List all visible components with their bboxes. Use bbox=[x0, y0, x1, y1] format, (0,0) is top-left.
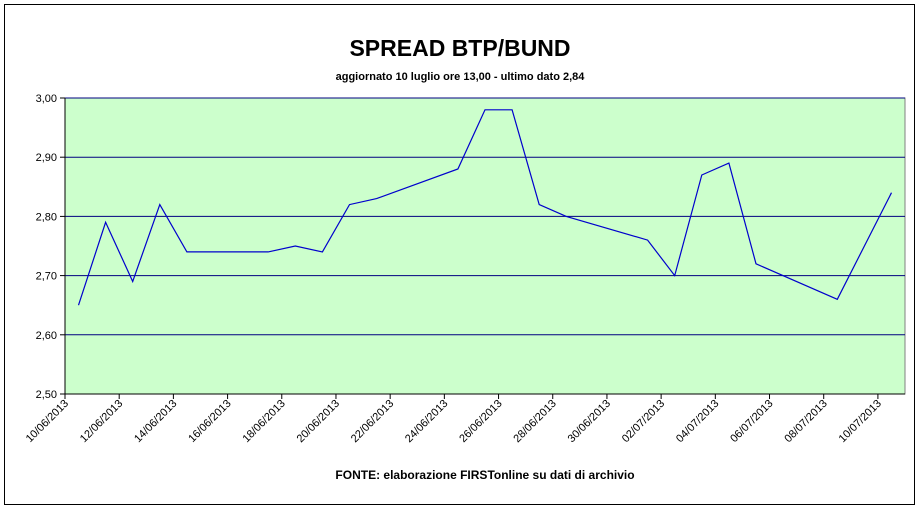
chart-title: SPREAD BTP/BUND bbox=[349, 35, 570, 61]
y-tick-label: 2,80 bbox=[36, 211, 57, 223]
y-tick-label: 2,60 bbox=[36, 330, 57, 342]
y-tick-label: 2,70 bbox=[36, 271, 57, 283]
chart-subtitle: aggiornato 10 luglio ore 13,00 - ultimo … bbox=[336, 71, 586, 83]
y-tick-label: 3,00 bbox=[36, 93, 57, 105]
data-line bbox=[77, 109, 893, 306]
y-tick-label: 2,90 bbox=[36, 152, 57, 164]
source-note: FONTE: elaborazione FIRSTonline su dati … bbox=[335, 468, 634, 482]
plot-area bbox=[64, 97, 906, 395]
y-tick-label: 2,50 bbox=[36, 389, 57, 401]
